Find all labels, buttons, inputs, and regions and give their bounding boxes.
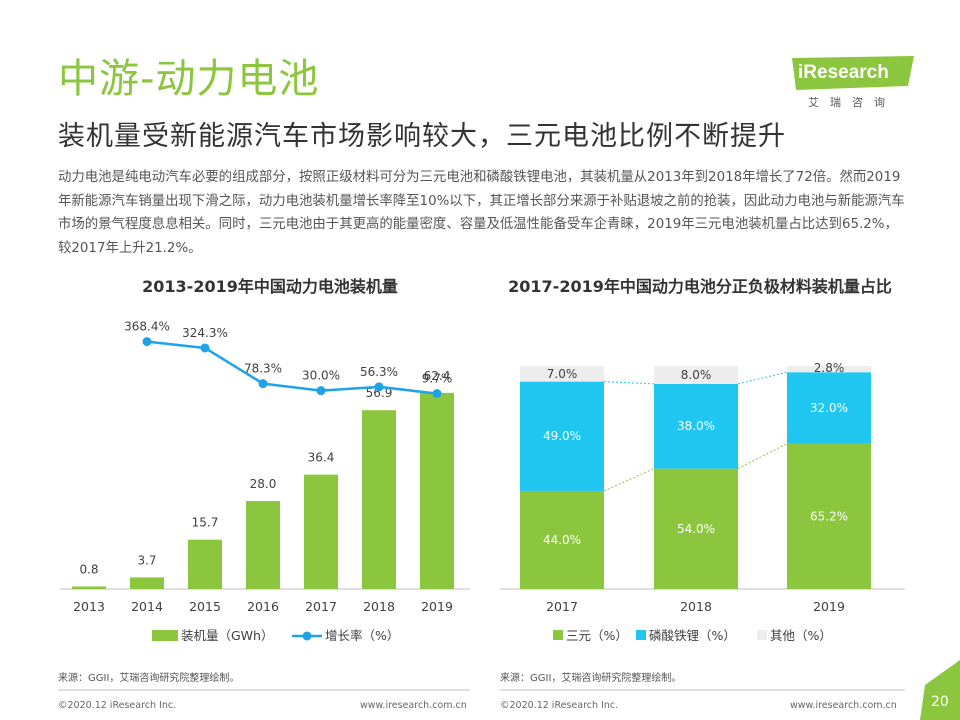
chart1-growth-point-2016 bbox=[258, 379, 268, 389]
chart1-growth-point-2014 bbox=[142, 337, 152, 347]
chart1-growth-label-2019: 9.7% bbox=[422, 372, 453, 386]
chart1-bar-2013 bbox=[72, 586, 106, 589]
chart2-segment-2019-0 bbox=[787, 443, 871, 589]
chart1-bar-2014 bbox=[130, 577, 164, 589]
chart1-tick-2017: 2017 bbox=[305, 599, 337, 614]
chart1-bar-label-2013: 0.8 bbox=[79, 562, 98, 576]
chart2-label-2019-2: 2.8% bbox=[814, 361, 845, 375]
chart2-segment-2019-2 bbox=[787, 366, 871, 373]
chart2-tick-2019: 2019 bbox=[813, 599, 845, 614]
chart2-connector-0-0 bbox=[603, 468, 655, 492]
chart1-growth-label-2015: 324.3% bbox=[182, 326, 228, 340]
chart1-tick-2016: 2016 bbox=[247, 599, 279, 614]
chart1-source: 来源：GGII，艾瑞咨询研究院整理绘制。 bbox=[58, 673, 240, 684]
chart2-legend-label-0: 三元（%） bbox=[566, 628, 628, 643]
chart1-legend-line-marker bbox=[302, 631, 312, 641]
chart2-tick-2017: 2017 bbox=[546, 599, 578, 614]
chart2-title: 2017-2019年中国动力电池分正负极材料装机量占比 bbox=[508, 277, 892, 296]
chart1-bar-2019 bbox=[420, 392, 454, 589]
chart1-bar-label-2017: 36.4 bbox=[308, 451, 335, 465]
chart1-growth-label-2017: 30.0% bbox=[302, 369, 340, 383]
chart2-segment-2017-2 bbox=[520, 366, 604, 382]
chart2-legend-swatch-0 bbox=[553, 630, 563, 640]
chart1-title: 2013-2019年中国动力电池装机量 bbox=[142, 277, 398, 296]
chart2-label-2019-0: 65.2% bbox=[810, 509, 848, 523]
chart1-bar-label-2016: 28.0 bbox=[250, 477, 277, 491]
chart1-growth-point-2017 bbox=[316, 386, 326, 396]
chart2-segment-2018-0 bbox=[654, 468, 738, 589]
chart1-growth-point-2018 bbox=[374, 382, 384, 392]
chart1-growth-label-2018: 56.3% bbox=[360, 365, 398, 379]
chart2-legend-swatch-2 bbox=[757, 630, 767, 640]
chart2-legend-swatch-1 bbox=[636, 630, 646, 640]
chart2-segment-2017-1 bbox=[520, 381, 604, 491]
chart1-growth-label-2016: 78.3% bbox=[244, 362, 282, 376]
chart2-connector-1-0 bbox=[737, 443, 788, 470]
chart2-label-2019-1: 32.0% bbox=[810, 401, 848, 415]
chart2-legend-label-2: 其他（%） bbox=[770, 628, 832, 643]
chart1-bar-label-2014: 3.7 bbox=[137, 553, 156, 567]
logo-subtext: 艾瑞咨询 bbox=[808, 96, 896, 109]
chart1-tick-2013: 2013 bbox=[73, 599, 105, 614]
chart1-growth-line bbox=[146, 340, 438, 395]
chart1-bar-2018 bbox=[362, 410, 396, 589]
chart2-label-2017-1: 49.0% bbox=[543, 429, 581, 443]
chart2-label-2018-2: 8.0% bbox=[681, 368, 712, 382]
chart1-tick-2019: 2019 bbox=[421, 599, 453, 614]
chart2-label-2017-2: 7.0% bbox=[547, 367, 578, 381]
chart2-segment-2019-1 bbox=[787, 372, 871, 444]
chart2-legend-label-1: 磷酸铁锂（%） bbox=[649, 628, 736, 643]
chart2-segment-2017-0 bbox=[520, 490, 604, 589]
chart1-bar-2017 bbox=[304, 474, 338, 589]
description-paragraph: 动力电池是纯电动汽车必要的组成部分，按照正级材料可分为三元电池和磷酸铁锂电池，其… bbox=[58, 170, 905, 256]
page-title: 中游-动力电池 bbox=[58, 56, 320, 102]
chart2-tick-2018: 2018 bbox=[680, 599, 712, 614]
chart1-growth-point-2019 bbox=[432, 389, 442, 399]
chart2-source: 来源：GGII，艾瑞咨询研究院整理绘制。 bbox=[500, 673, 682, 684]
chart2-segment-2018-2 bbox=[654, 366, 738, 384]
chart1-bar-2015 bbox=[188, 539, 222, 589]
chart1-bar-label-2019: 62.4 bbox=[424, 369, 451, 383]
page-number: 20 bbox=[931, 694, 949, 710]
chart1-bar-label-2018: 56.9 bbox=[366, 386, 393, 400]
chart2-label-2017-0: 44.0% bbox=[543, 533, 581, 547]
logo-text: iResearch bbox=[798, 62, 889, 83]
chart1-tick-2014: 2014 bbox=[131, 599, 163, 614]
footer-website-right[interactable]: www.iresearch.com.cn bbox=[790, 700, 897, 711]
footer-copyright-left: ©2020.12 iResearch Inc. bbox=[58, 700, 177, 711]
chart1-bar-label-2015: 15.7 bbox=[192, 516, 219, 530]
chart2-label-2018-0: 54.0% bbox=[677, 522, 715, 536]
page-subtitle: 装机量受新能源汽车市场影响较大，三元电池比例不断提升 bbox=[58, 121, 786, 152]
page-number-corner bbox=[920, 660, 960, 720]
chart2-segment-2018-1 bbox=[654, 383, 738, 469]
chart1-bar-2016 bbox=[246, 501, 280, 589]
chart1-growth-point-2015 bbox=[200, 343, 210, 353]
iresearch-logo: iResearch 艾瑞咨询 bbox=[790, 56, 918, 112]
chart2-connector-1-1 bbox=[737, 371, 788, 385]
chart2-label-2018-1: 38.0% bbox=[677, 419, 715, 433]
chart1-legend-line-label: 增长率（%） bbox=[325, 628, 399, 643]
logo-shape-icon bbox=[792, 56, 914, 90]
chart1-legend-bar-swatch bbox=[152, 630, 178, 641]
chart2-connector-0-1 bbox=[603, 381, 655, 385]
chart1-tick-2018: 2018 bbox=[363, 599, 395, 614]
footer-copyright-right: ©2020.12 iResearch Inc. bbox=[500, 700, 619, 711]
chart1-tick-2015: 2015 bbox=[189, 599, 221, 614]
chart1-growth-label-2014: 368.4% bbox=[124, 320, 170, 334]
chart1-legend-bar-label: 装机量（GWh） bbox=[181, 628, 273, 643]
footer-website-left[interactable]: www.iresearch.com.cn bbox=[360, 700, 467, 711]
